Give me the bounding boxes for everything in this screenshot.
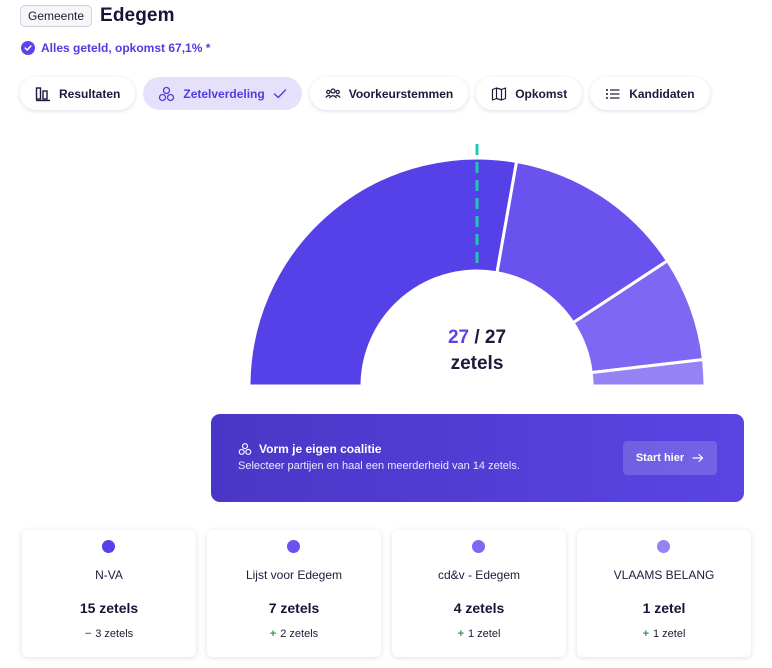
coalition-subtitle: Selecteer partijen en haal een meerderhe… <box>238 460 520 472</box>
party-name: VLAAMS BELANG <box>613 568 715 582</box>
tab-label: Resultaten <box>59 86 121 101</box>
party-name: N-VA <box>95 568 123 582</box>
tab-kandidaten[interactable]: Kandidaten <box>590 77 710 110</box>
party-name: cd&v - Edegem <box>437 568 521 582</box>
seat-change-value: 2 zetels <box>280 628 319 640</box>
party-color-dot <box>102 540 115 553</box>
seat-change-plus-icon: + <box>269 628 277 640</box>
seats-separator: / <box>469 327 485 348</box>
count-status: Alles geteld, opkomst 67,1% * <box>21 41 210 55</box>
seat-segment-lijst-voor-edegem[interactable] <box>495 159 669 325</box>
party-name: Lijst voor Edegem <box>245 568 343 582</box>
party-seats: 4 zetels <box>453 600 505 616</box>
seat-change-value: 1 zetel <box>653 628 686 640</box>
municipality-type-badge: Gemeente <box>20 5 93 27</box>
seat-chart-svg <box>247 138 707 388</box>
status-text: Alles geteld, opkomst 67,1% * <box>41 41 211 55</box>
start-coalition-button[interactable]: Start hier <box>623 441 717 475</box>
tab-label: Opkomst <box>515 86 568 101</box>
party-cards: N-VA 15 zetels −3 zetels Lijst voor Edeg… <box>22 530 751 657</box>
seat-count: 27 / 27 zetels <box>427 327 527 375</box>
seat-change-plus-icon: + <box>457 628 464 640</box>
seats-unit: zetels <box>450 353 504 374</box>
seats-filled: 27 <box>447 327 470 348</box>
seat-change-minus-icon: − <box>84 628 92 640</box>
list-icon <box>606 88 620 99</box>
seat-count-numbers: 27 / 27 <box>427 327 527 349</box>
tab-label: Kandidaten <box>629 86 695 101</box>
page-title: Edegem <box>100 5 175 26</box>
start-button-label: Start hier <box>635 452 685 464</box>
party-seat-change: −3 zetels <box>22 628 196 640</box>
party-seats: 15 zetels <box>79 600 139 616</box>
party-seat-change: +1 zetel <box>577 628 751 640</box>
check-circle-icon <box>21 41 35 55</box>
tab-zetelverdeling[interactable]: Zetelverdeling <box>143 77 302 110</box>
party-card[interactable]: Lijst voor Edegem 7 zetels +2 zetels <box>207 530 381 657</box>
seat-segment-cd-v-edegem[interactable] <box>571 259 705 375</box>
coalition-title-row: Vorm je eigen coalitie <box>238 442 381 456</box>
seat-chart <box>247 138 707 388</box>
seat-change-plus-icon: + <box>642 628 649 640</box>
party-seat-change: +2 zetels <box>207 628 381 640</box>
view-tabs: Resultaten Zetelverdeling Voorkeurstemme… <box>20 77 710 110</box>
tab-label: Zetelverdeling <box>183 86 265 101</box>
tab-opkomst[interactable]: Opkomst <box>476 77 583 110</box>
party-seat-change: +1 zetel <box>392 628 566 640</box>
party-color-dot <box>472 540 485 553</box>
circles-icon <box>159 86 175 101</box>
arrow-right-icon <box>692 453 704 463</box>
page-header: Gemeente Edegem <box>20 5 175 27</box>
party-seats: 7 zetels <box>268 600 320 616</box>
tab-voorkeurstemmen[interactable]: Voorkeurstemmen <box>309 77 469 110</box>
seats-total: 27 <box>484 327 507 348</box>
party-card[interactable]: N-VA 15 zetels −3 zetels <box>22 530 196 657</box>
coalition-banner: Vorm je eigen coalitie Selecteer partije… <box>211 414 744 502</box>
party-card[interactable]: VLAAMS BELANG 1 zetel +1 zetel <box>577 530 751 657</box>
coalition-title: Vorm je eigen coalitie <box>259 442 382 456</box>
tab-resultaten[interactable]: Resultaten <box>20 77 136 110</box>
map-icon <box>492 86 507 101</box>
party-color-dot <box>287 540 300 553</box>
seat-change-value: 3 zetels <box>95 628 134 640</box>
bar-chart-icon <box>35 86 50 101</box>
party-seats: 1 zetel <box>642 600 686 616</box>
seat-change-value: 1 zetel <box>468 628 501 640</box>
party-color-dot <box>657 540 670 553</box>
checkmark-icon <box>273 88 286 98</box>
party-card[interactable]: cd&v - Edegem 4 zetels +1 zetel <box>392 530 566 657</box>
people-icon <box>325 87 341 98</box>
circles-icon <box>238 443 252 455</box>
seat-segment-vlaams-belang[interactable] <box>589 358 707 388</box>
tab-label: Voorkeurstemmen <box>348 86 454 101</box>
